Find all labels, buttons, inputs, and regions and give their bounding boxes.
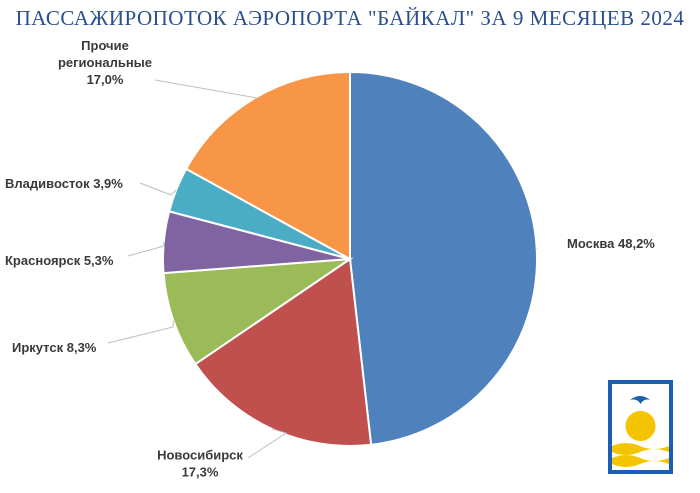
slice-labels: Москва 48,2% Новосибирск 17,3% Иркутск 8,3%…	[5, 38, 655, 480]
slice-label-line: Прочие	[81, 38, 129, 53]
airport-logo	[608, 380, 673, 474]
leader-line-3	[127, 241, 165, 257]
slice-label-line: Красноярск 5,3%	[5, 253, 114, 268]
leader-line-1	[247, 428, 288, 459]
logo-sun	[625, 411, 656, 441]
slice-label-line: 17,0%	[87, 72, 124, 87]
pie-slice-2	[162, 257, 354, 366]
leader-lines	[107, 79, 537, 459]
slice-label-line: региональные	[58, 55, 152, 70]
leader-line-5	[154, 79, 258, 99]
pie-slices	[162, 70, 538, 447]
slice-label-1: Новосибирск 17,3%	[157, 448, 243, 480]
slice-label-line: Иркутск 8,3%	[12, 340, 97, 355]
slice-label-0: Москва 48,2%	[567, 236, 655, 251]
logo-wave-top	[612, 443, 669, 455]
slice-label-4: Владивосток 3,9%	[5, 176, 123, 191]
slice-label-2: Иркутск 8,3%	[12, 340, 97, 355]
chart-title: ПАССАЖИРОПОТОК АЭРОПОРТА "БАЙКАЛ" ЗА 9 М…	[15, 6, 685, 30]
slice-label-3: Красноярск 5,3%	[5, 253, 114, 268]
pie-slice-0	[349, 70, 538, 446]
leader-line-4	[139, 182, 177, 196]
slice-label-line: Владивосток 3,9%	[5, 176, 123, 191]
slice-label-line: Москва 48,2%	[567, 236, 655, 251]
slice-label-5: Прочие региональные 17,0%	[58, 38, 152, 87]
leader-line-2	[107, 320, 174, 344]
slice-label-line: 17,3%	[182, 465, 219, 480]
logo-bird	[630, 396, 650, 404]
slice-label-line: Новосибирск	[157, 448, 243, 463]
logo-wave-bottom	[612, 455, 669, 467]
